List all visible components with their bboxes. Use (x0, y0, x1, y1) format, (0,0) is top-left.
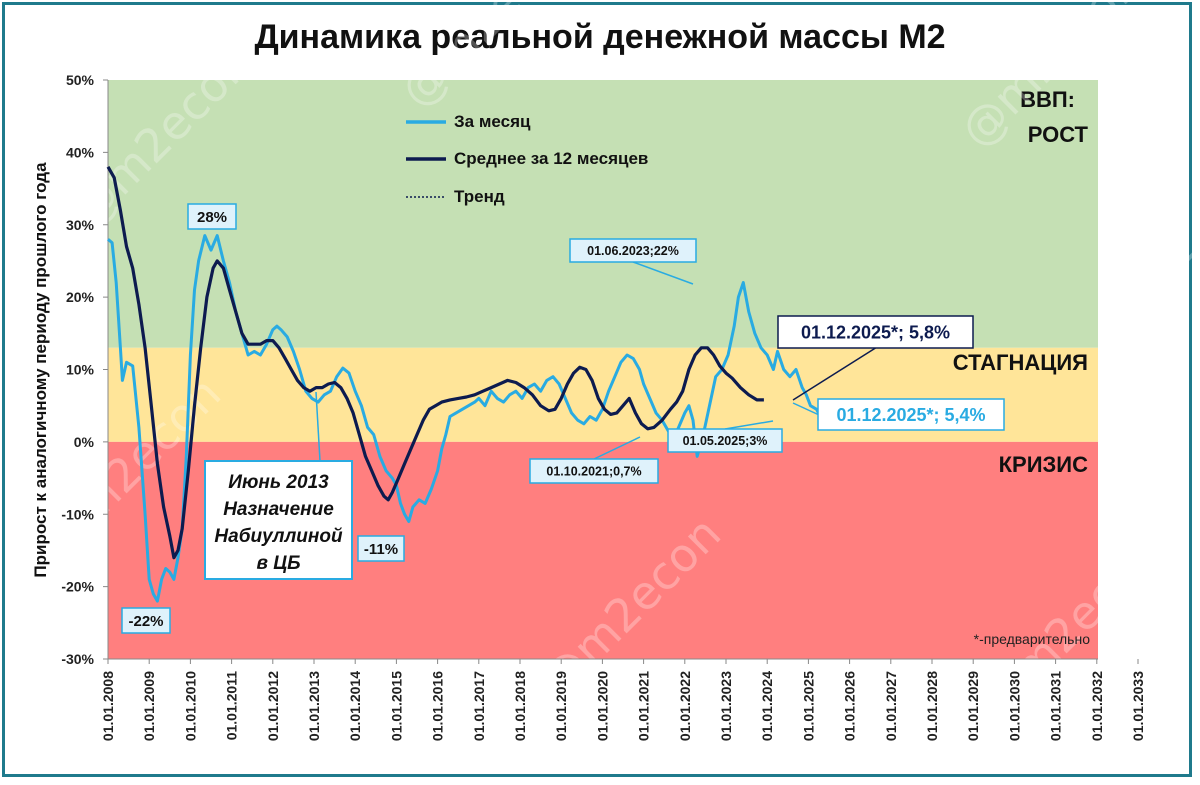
y-axis-label: Прирост к аналогичному периоду прошлого … (31, 162, 50, 578)
x-tick-label: 01.01.2010 (182, 671, 198, 741)
x-tick-label: 01.01.2032 (1089, 671, 1105, 741)
x-tick-label: 01.01.2008 (100, 671, 116, 741)
x-tick-label: 01.01.2031 (1048, 671, 1064, 741)
annotation-label-5: 01.05.2025;3% (683, 434, 768, 448)
x-tick-label: 01.01.2013 (306, 671, 322, 741)
x-tick-label: 01.01.2027 (883, 671, 899, 741)
annotation-box-5 (667, 428, 783, 453)
x-tick-label: 01.01.2016 (430, 671, 446, 741)
callout-line-3: в ЦБ (256, 553, 300, 574)
y-tick-label: 30% (66, 217, 95, 233)
callout-box (204, 460, 353, 580)
annotation-label-1: -22% (128, 613, 163, 630)
annotation-box-1 (121, 607, 171, 634)
annotation-label-7: 01.12.2025*; 5,8% (801, 322, 950, 342)
annotation-box-7 (777, 315, 974, 349)
y-tick-label: 40% (66, 144, 95, 160)
x-tick-label: 01.01.2011 (224, 671, 240, 741)
y-tick-label: -30% (61, 651, 94, 667)
legend-label-2: Тренд (454, 187, 505, 206)
zone-label-0-0: ВВП: (1020, 87, 1075, 112)
zone-labels: ВВП: РОСТ СТАГНАЦИЯ КРИЗИС (953, 87, 1089, 477)
callout-line-1: Назначение (223, 499, 334, 520)
x-tick-label: 01.01.2009 (141, 671, 157, 741)
callout-line-2: Набиуллиной (214, 526, 343, 547)
annotation-box-3 (569, 238, 697, 263)
y-tick-label: 10% (66, 362, 95, 378)
annotation-label-3: 01.06.2023;22% (587, 244, 679, 258)
x-tick-label: 01.01.2017 (471, 671, 487, 741)
x-tick-label: 01.01.2023 (718, 671, 734, 741)
annotation-leader-6 (792, 402, 819, 416)
legend: За месяц Среднее за 12 месяцев Тренд (406, 112, 648, 206)
annotation-box-4 (529, 458, 659, 484)
annotation-leader-3 (632, 261, 694, 285)
legend-label-0: За месяц (454, 112, 531, 131)
series-line-0 (107, 234, 847, 603)
annotation-leader-4 (593, 436, 641, 460)
zone-label-1-0: СТАГНАЦИЯ (953, 350, 1088, 375)
y-tick-label: -10% (61, 506, 94, 522)
x-tick-label: 01.01.2026 (842, 671, 858, 741)
x-tick-label: 01.01.2019 (553, 671, 569, 741)
x-tick-label: 01.01.2015 (388, 671, 404, 741)
x-tick-label: 01.01.2028 (924, 671, 940, 741)
annotation-box-6 (817, 398, 1005, 431)
x-tick-label: 01.01.2012 (265, 671, 281, 741)
y-tick-label: 20% (66, 289, 95, 305)
x-tick-label: 01.01.2029 (965, 671, 981, 741)
annotation-leader-5 (724, 420, 774, 430)
x-tick-label: 01.01.2033 (1130, 671, 1146, 741)
annotation-label-4: 01.10.2021;0,7% (546, 465, 641, 479)
legend-label-1: Среднее за 12 месяцев (454, 149, 648, 168)
y-tick-label: -20% (61, 579, 94, 595)
annotation-label-0: 28% (197, 209, 227, 226)
x-tick-label: 01.01.2014 (347, 671, 363, 741)
annotation-label-6: 01.12.2025*; 5,4% (836, 405, 985, 425)
annotation-box-2 (357, 535, 405, 562)
x-tick-label: 01.01.2020 (594, 671, 610, 741)
annotation-box-0 (187, 203, 237, 230)
y-tick-label: 50% (66, 72, 95, 88)
chart-title: Динамика реальной денежной массы М2 (254, 18, 946, 56)
annotation-label-2: -11% (364, 541, 398, 558)
annotations: 28% -22% -11% 01.06.2023;22% 01.10.2021;0,7%… (121, 203, 1005, 634)
axes: 50% 40% 30% 20% 10% 0% -10% -20% -30% 01.01.2008 0… (61, 72, 1146, 741)
watermark-3: @m2econ (1090, 136, 1200, 338)
x-tick-label: 01.01.2021 (636, 671, 652, 741)
series-lines (106, 166, 847, 603)
x-tick-label: 01.01.2022 (677, 671, 693, 741)
footnote: *-предварительно (974, 631, 1091, 647)
x-tick-label: 01.01.2024 (759, 671, 775, 741)
x-tick-label: 01.01.2030 (1006, 671, 1022, 741)
zone-label-2-0: КРИЗИС (999, 452, 1089, 477)
x-tick-label: 01.01.2018 (512, 671, 528, 741)
x-tick-label: 01.01.2025 (800, 671, 816, 741)
zone-label-0-1: РОСТ (1028, 122, 1089, 147)
callout-line-0: Июнь 2013 (228, 472, 329, 493)
annotation-leader-7 (792, 347, 876, 401)
callout-leader (315, 391, 321, 462)
series-line-1 (106, 166, 764, 560)
zone-band-0 (108, 80, 1098, 348)
y-tick-label: 0% (74, 434, 95, 450)
